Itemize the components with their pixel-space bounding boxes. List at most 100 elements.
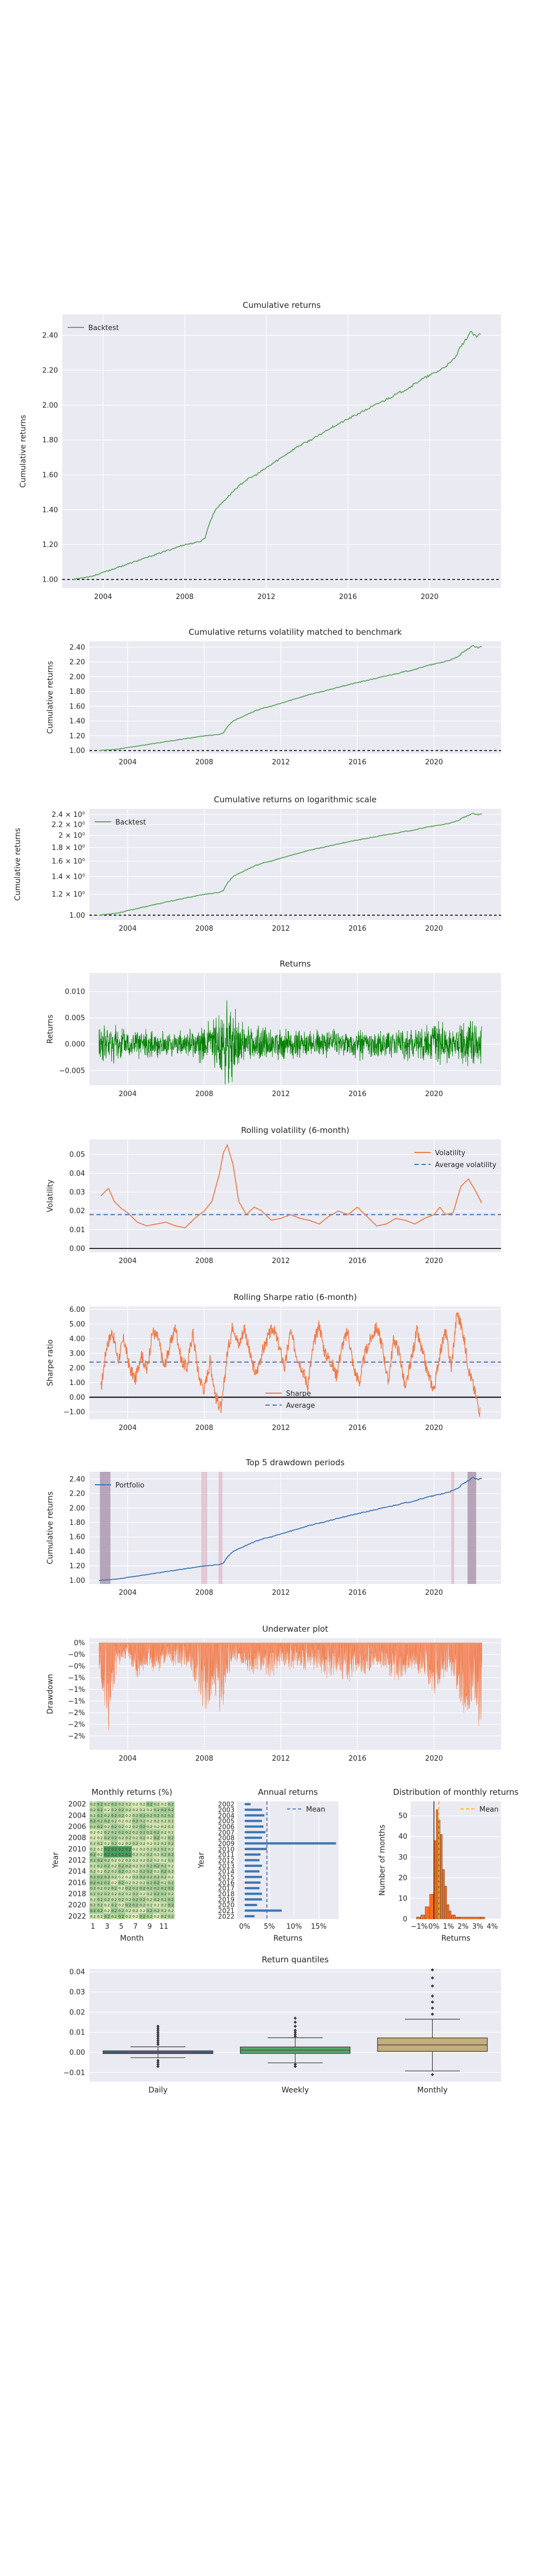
quantile-flier [156,2028,160,2032]
heatmap-cell-label: 0.2 [140,1903,145,1908]
heatmap-cell [153,1874,161,1880]
heatmap-cell-label: 0.2 [154,1864,159,1868]
heatmap-cell-label: 0.2 [140,1870,145,1874]
cumret_vol-ytick: 1.40 [69,718,85,726]
annual-ytick: 2002 [218,1801,235,1808]
underwater-ylabel: Drawdown [46,1674,55,1714]
heatmap-cell-label: 0.2 [161,1881,166,1885]
rolling_vol-xtick: 2004 [119,1257,136,1265]
heatmap-cell-label: 0.2 [133,1847,138,1851]
heatmap-cell [146,1801,154,1807]
cumret_vol-ytick: 2.40 [69,643,85,652]
quantile-flier [294,2020,297,2024]
heatmap-cell [139,1863,146,1869]
cumret_vol-xtick: 2008 [196,758,213,767]
annual-ytick: 2016 [218,1879,235,1886]
legend-label-drawdown_periods: Portfolio [115,1482,145,1490]
heatmap-cell [103,1874,111,1880]
heatmap-cell-label: 0.2 [168,1909,173,1913]
heatmap-cell [160,1902,168,1908]
heatmap-cell-label: 0.2 [126,1914,131,1918]
heatmap-cell-label: 0.2 [97,1909,102,1913]
heatmap-cell-label: 0.2 [97,1802,102,1807]
heatmap-cell-label: 0.2 [97,1914,102,1918]
quantile-flier [431,2073,434,2076]
heatmap-cell-label: 0.2 [90,1875,95,1879]
heatmap-cell [167,1835,175,1841]
cumret-ytick: 1.60 [42,471,58,479]
annual-bar [244,1887,260,1890]
heatmap-cell [146,1818,154,1824]
heatmap-cell [160,1807,168,1813]
heatmap-cell [125,1835,132,1841]
heatmap-cell [153,1913,161,1920]
heatmap-cell-label: 0.2 [112,1853,117,1857]
heatmap-cell-label: 0.2 [168,1858,173,1863]
heatmap-cell [153,1835,161,1841]
heatmap-cell [139,1857,146,1863]
heatmap-cell-label: 0.2 [154,1909,159,1913]
heatmap-cell-label: 0.2 [168,1870,173,1874]
rolling_vol-plot-area [89,1139,501,1252]
rolling_vol-title: Rolling volatility (6-month) [241,1125,349,1135]
cumret-plot-area [62,314,501,588]
heatmap-cell [118,1829,125,1836]
quantile-flier [156,2040,160,2044]
heatmap-cell [132,1812,139,1819]
cumret_log-ytick: 1.4 × 10⁰ [51,873,85,881]
dist-xtick: 4% [487,1923,498,1931]
annual-bar [244,1870,260,1873]
heatmap-cell-label: 0.2 [168,1808,173,1812]
dist-bar [460,1916,480,1920]
heatmap-cell [110,1885,118,1891]
cumret_log-ytick: 2 × 10⁰ [58,832,85,840]
heatmap-cell [118,1857,125,1863]
heatmap-cell [89,1812,97,1819]
heatmap-cell [118,1812,125,1819]
heatmap-xtick: 7 [133,1923,138,1931]
heatmap-cell [103,1885,111,1891]
heatmap-cell-label: 0.2 [140,1864,145,1868]
quantile-flier [431,2006,434,2010]
annual-bar [244,1808,262,1811]
heatmap-cell-label: 0.2 [97,1841,102,1846]
heatmap-cell-label: 0.2 [133,1853,138,1857]
quantile-ytick: −0.01 [63,2069,85,2077]
heatmap-cell [96,1812,104,1819]
heatmap-cell-label: 0.2 [161,1853,166,1857]
heatmap-cell-label: 0.2 [133,1813,138,1818]
heatmap-cell-label: 0.2 [105,1897,110,1902]
heatmap-cell [103,1818,111,1824]
heatmap-cell-label: 0.2 [97,1853,102,1857]
heatmap-cell [118,1913,125,1920]
quantile-flier [156,2043,160,2046]
heatmap-cell-label: 0.2 [90,1819,95,1824]
annual-bar [244,1859,260,1862]
dist-bar [443,1869,445,1920]
heatmap-cell [89,1857,97,1863]
heatmap-cell [132,1896,139,1903]
heatmap-cell-label: 0.2 [119,1870,124,1874]
quantile-flier [431,1994,434,1998]
heatmap-cell [132,1807,139,1813]
heatmap-cell-label: 0.2 [97,1881,102,1885]
heatmap-cell-label: 0.2 [147,1825,152,1829]
heatmap-cell [125,1846,132,1852]
heatmap-cell [110,1801,118,1807]
heatmap-cell [89,1908,97,1914]
dist-ytick: 0 [403,1916,407,1924]
annual_returns-xlabel: Returns [274,1934,303,1943]
cumret-series-backtest [72,331,481,581]
heatmap-cell [139,1846,146,1852]
annual-bar [244,1803,251,1806]
annual-bar [244,1820,262,1822]
legend-label-cumret_log: Backtest [115,819,146,827]
quantile-flier [294,2032,297,2036]
rolling-sharpe-series [100,1311,480,1417]
heatmap-cell [89,1807,97,1813]
rolling_sharpe-xtick: 2004 [119,1424,136,1432]
heatmap-cell-label: 0.2 [133,1892,138,1896]
heatmap-cell-label: 0.2 [168,1841,173,1846]
cumret_log-xtick: 2012 [272,925,290,933]
